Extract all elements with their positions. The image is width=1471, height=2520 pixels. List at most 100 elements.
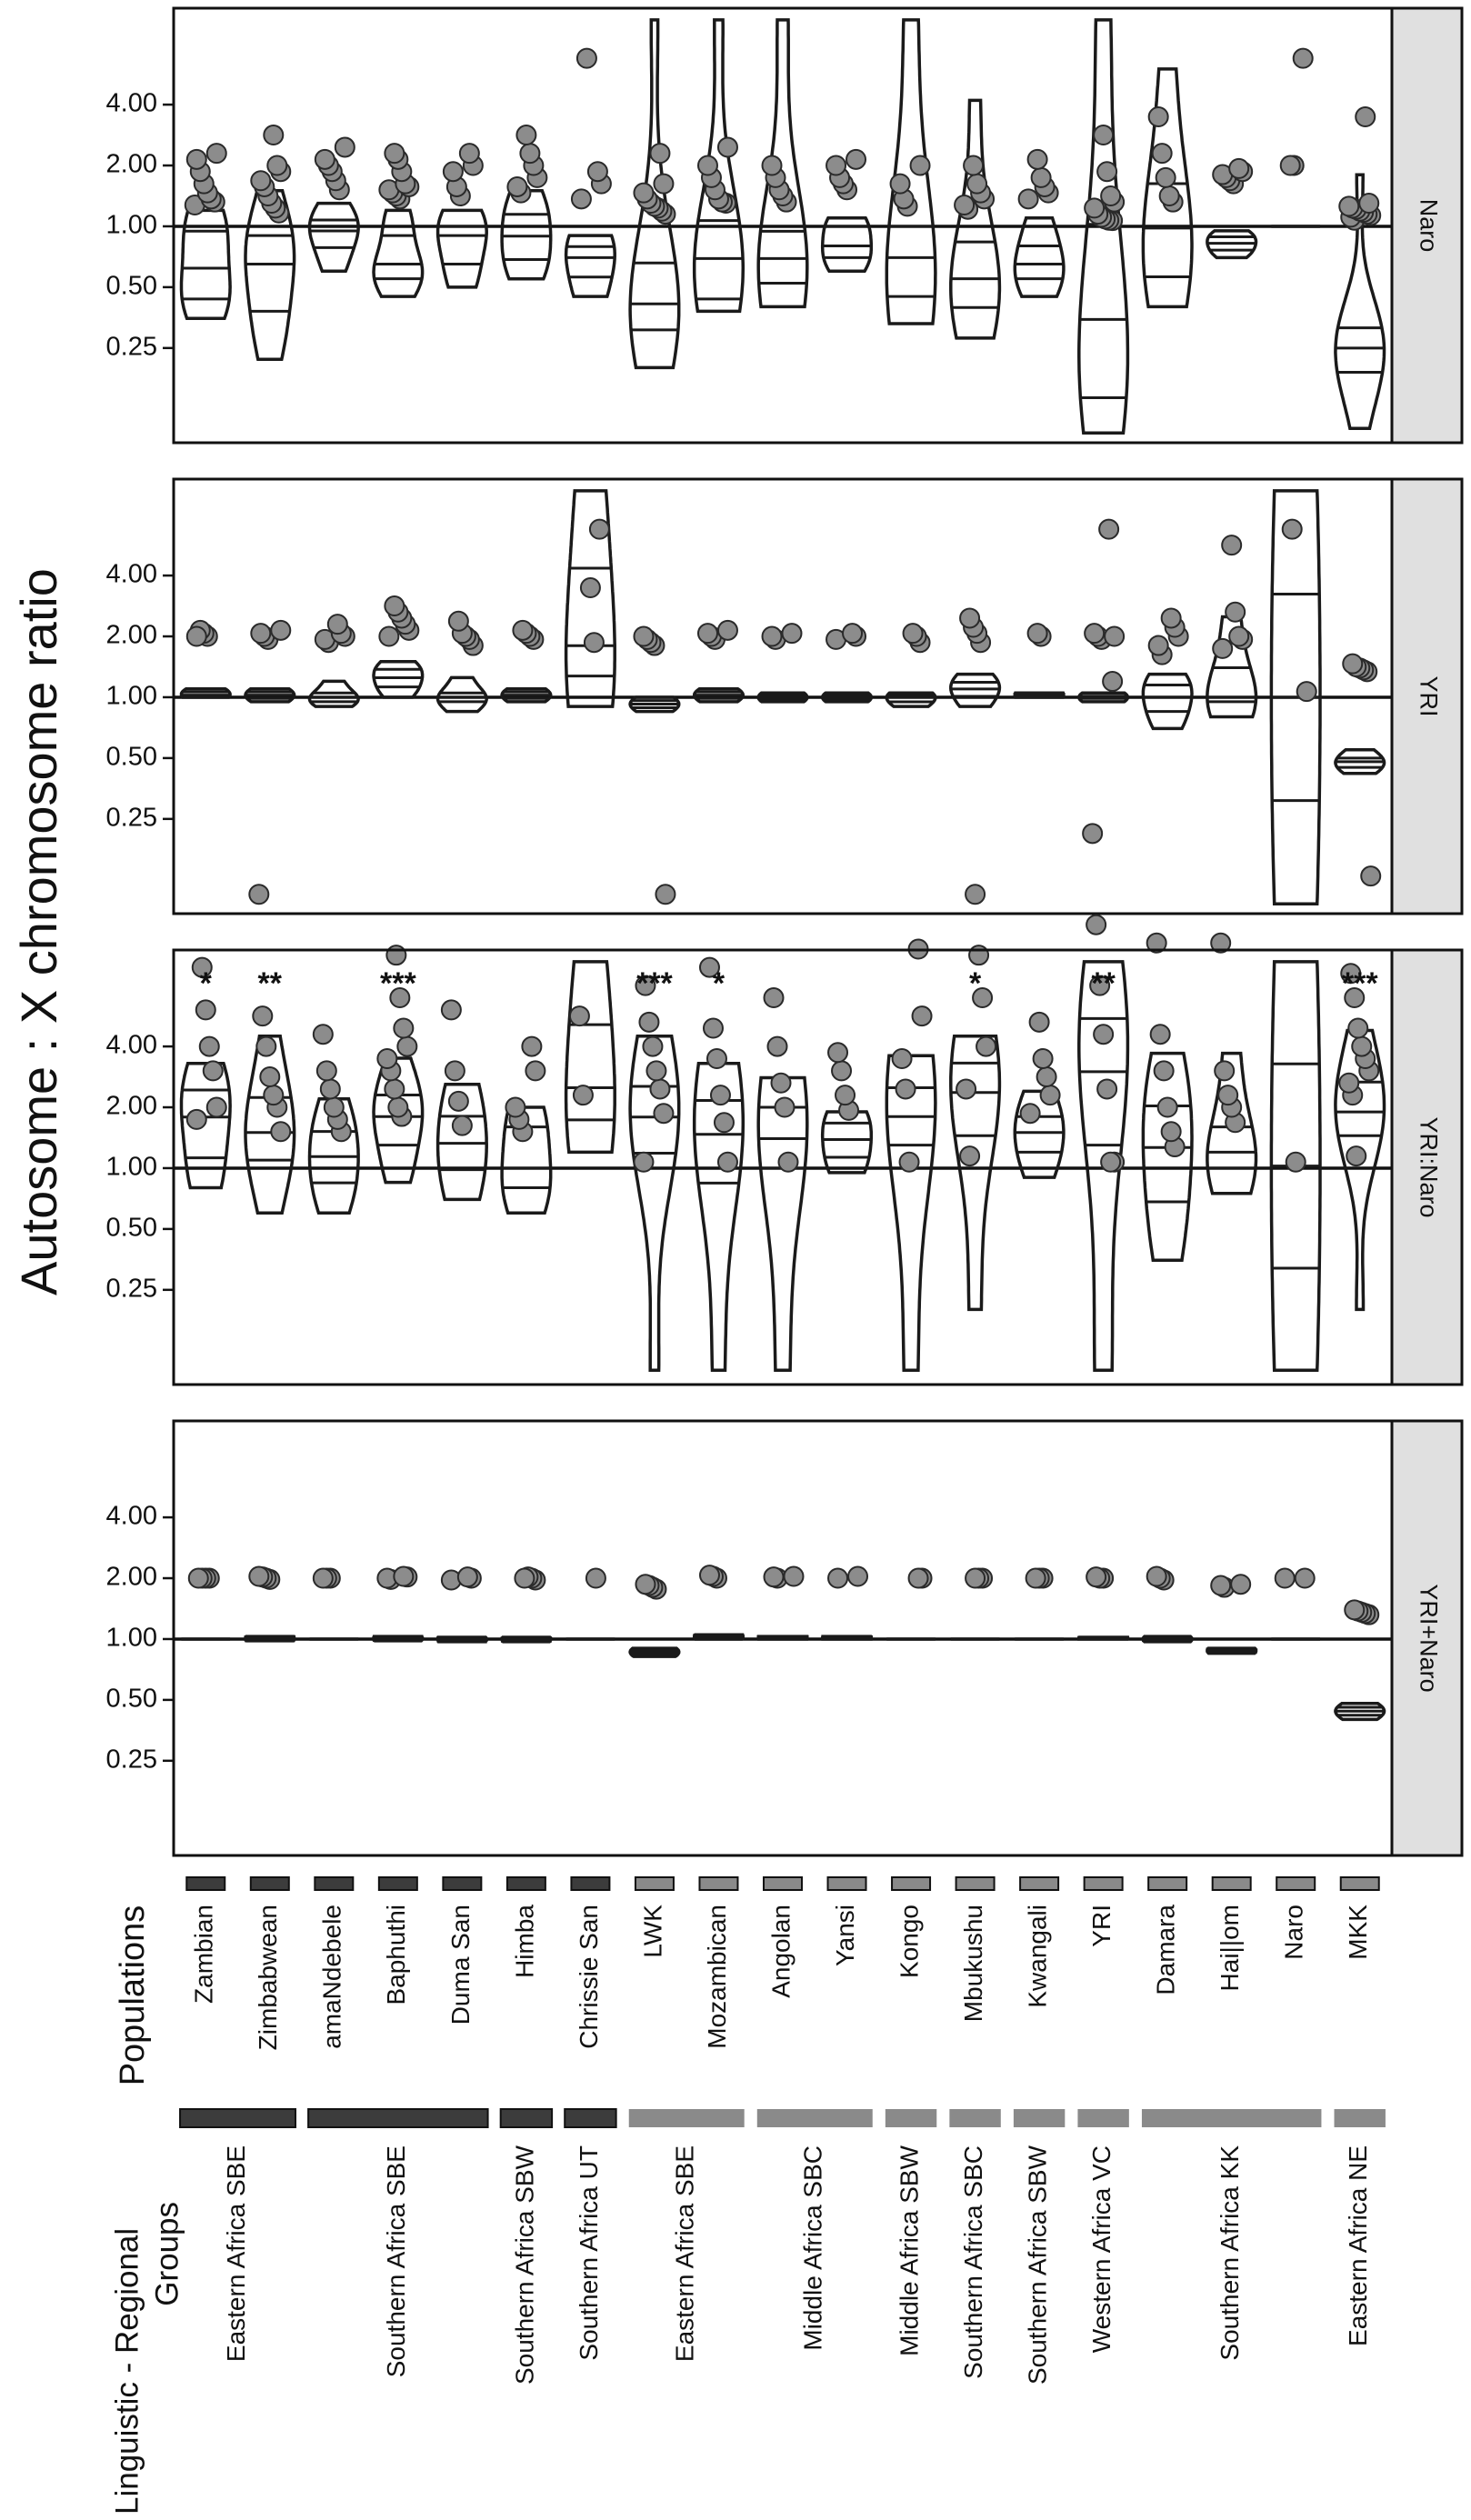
data-point (1100, 1151, 1122, 1173)
data-point (393, 1017, 415, 1039)
data-point (250, 170, 272, 192)
data-point (1360, 865, 1382, 887)
data-point (376, 1047, 398, 1069)
group-axis-title: Linguistic - Regional (109, 2228, 145, 2515)
violin (435, 208, 488, 289)
population-bar (1083, 1876, 1124, 1891)
data-point (456, 1566, 478, 1588)
data-point (956, 1078, 977, 1100)
data-point (968, 945, 990, 966)
data-point (709, 1085, 731, 1106)
violin (307, 679, 360, 708)
data-point (911, 1005, 933, 1027)
population-label: Zambian (190, 1905, 218, 2004)
data-point (384, 1078, 405, 1100)
population-label: Mbukushu (959, 1905, 987, 2022)
y-tick-label: 1.00 (106, 682, 157, 711)
data-point (1086, 914, 1107, 935)
data-point (1086, 1566, 1107, 1588)
data-point (1025, 1567, 1046, 1589)
data-point (384, 595, 405, 617)
data-point (1151, 143, 1173, 165)
data-point (889, 173, 911, 195)
data-point (770, 1072, 792, 1094)
population-bar (1019, 1876, 1060, 1891)
population-label: Himba (510, 1905, 538, 1978)
violin (435, 675, 488, 714)
data-point (633, 625, 655, 647)
group-label: Eastern Africa SBE (671, 2145, 699, 2362)
data-point (1084, 197, 1106, 219)
data-point (1036, 1066, 1057, 1088)
y-tick-label: 2.00 (106, 621, 157, 650)
data-point (713, 1112, 735, 1134)
population-label: Yansi (831, 1905, 859, 1966)
data-point (1344, 987, 1366, 1009)
violin (244, 1034, 296, 1215)
data-point (954, 195, 976, 216)
data-point (649, 1078, 671, 1100)
group-label: Middle Africa SBW (895, 2145, 923, 2355)
violin (820, 216, 874, 274)
data-point (761, 155, 783, 176)
group-bar (307, 2108, 489, 2128)
significance-label: *** (380, 966, 416, 1001)
group-bar (1334, 2109, 1386, 2127)
data-point (378, 625, 400, 647)
data-point (842, 623, 864, 645)
data-point (393, 1565, 415, 1587)
data-point (972, 987, 994, 1009)
data-point (1146, 1565, 1167, 1587)
data-point (185, 148, 207, 170)
violin (756, 691, 809, 704)
violin (628, 1034, 681, 1373)
data-point (1338, 195, 1360, 217)
data-point (1228, 157, 1250, 179)
significance-label: * (969, 966, 982, 1001)
population-axis-title: Populations (114, 1905, 152, 2086)
data-point (1210, 1575, 1232, 1596)
data-point (959, 607, 981, 629)
data-point (570, 188, 592, 210)
data-point (716, 1151, 738, 1173)
group-bar (1013, 2109, 1066, 2127)
y-tick-label: 0.25 (106, 803, 157, 832)
violin (1334, 1702, 1386, 1722)
significance-label: * (713, 966, 725, 1001)
population-bar (1211, 1876, 1252, 1891)
violin (692, 1061, 746, 1373)
data-point (638, 1011, 660, 1033)
data-point (1030, 166, 1052, 188)
population-bar (442, 1876, 483, 1891)
violin (372, 660, 425, 699)
violin (692, 18, 746, 314)
data-point (649, 143, 671, 165)
group-bar (756, 2109, 873, 2127)
data-point (976, 1035, 997, 1057)
y-tick-label: 2.00 (106, 1563, 157, 1592)
significance-label: ** (258, 966, 283, 1001)
violin (564, 489, 616, 708)
data-point (1221, 535, 1243, 556)
violin (1013, 1089, 1066, 1179)
violin (307, 1097, 360, 1215)
data-point (635, 1574, 656, 1595)
violin (1013, 216, 1066, 298)
data-point (783, 1565, 805, 1587)
group-axis-title: Groups (149, 2202, 185, 2306)
data-point (525, 1060, 546, 1082)
group-bar (1141, 2109, 1322, 2127)
data-point (389, 987, 411, 1009)
violin (628, 1646, 681, 1658)
population-label: LWK (638, 1905, 666, 1958)
group-bar (179, 2108, 296, 2128)
data-point (1019, 1103, 1041, 1125)
population-bar (1276, 1876, 1316, 1891)
data-point (696, 623, 718, 645)
data-point (334, 136, 355, 158)
violin (885, 1054, 937, 1373)
population-bar (314, 1876, 355, 1891)
population-label: YRI (1087, 1905, 1116, 1947)
population-bar (249, 1876, 290, 1891)
data-point (259, 1066, 281, 1088)
